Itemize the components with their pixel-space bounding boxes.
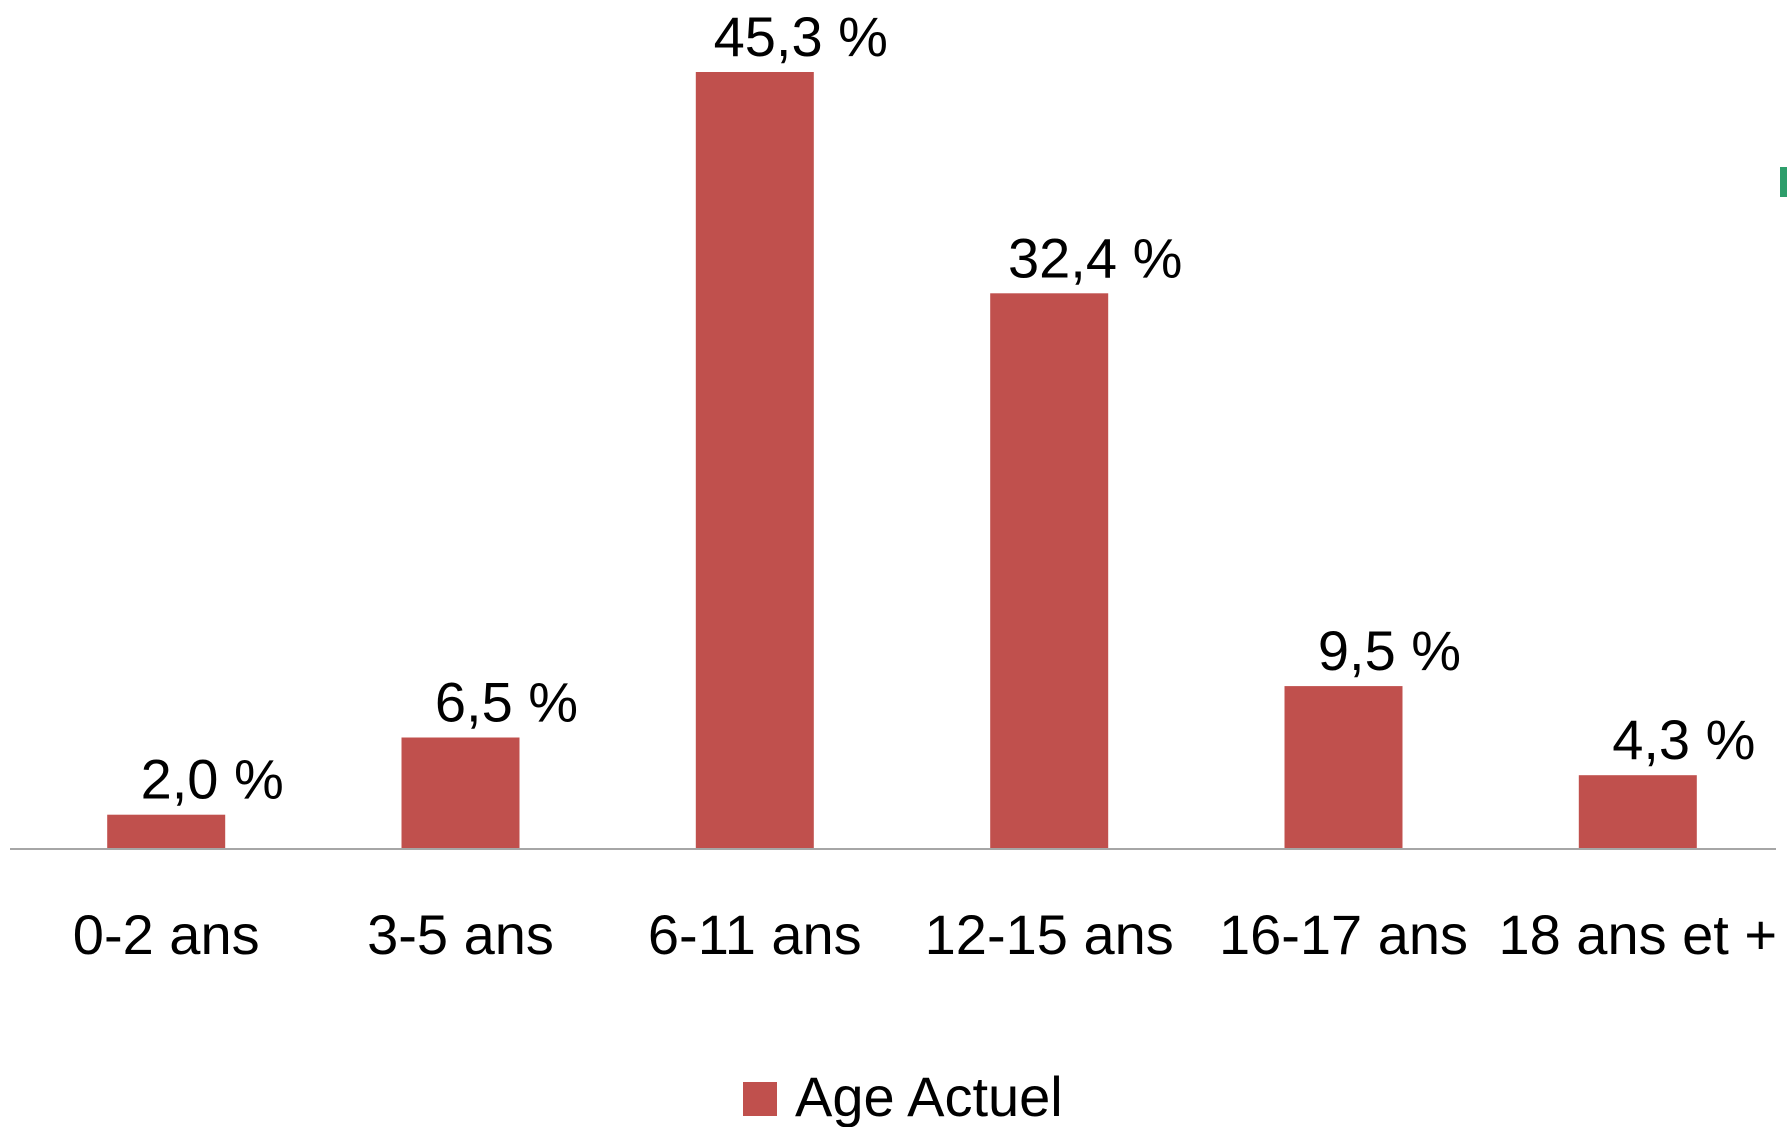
legend: Age Actuel — [743, 1065, 1063, 1127]
bar-0 — [107, 814, 226, 849]
data-label-1: 6,5 % — [435, 671, 578, 734]
x-tick-label-5: 18 ans et + — [1498, 903, 1777, 966]
accent-marker — [1780, 167, 1787, 197]
x-tick-label-4: 16-17 ans — [1219, 903, 1468, 966]
data-label-0: 2,0 % — [141, 748, 284, 811]
bar-3 — [990, 293, 1109, 849]
bar-2 — [695, 72, 814, 849]
legend-swatch — [743, 1082, 777, 1116]
x-tick-label-1: 3-5 ans — [367, 903, 554, 966]
bar-4 — [1284, 686, 1403, 849]
data-label-group: 2,0 % 6,5 % 45,3 % 32,4 % 9,5 % 4,3 % — [141, 5, 1756, 811]
data-label-5: 4,3 % — [1612, 708, 1755, 771]
x-tick-label-0: 0-2 ans — [73, 903, 260, 966]
data-label-2: 45,3 % — [714, 5, 888, 68]
data-label-4: 9,5 % — [1318, 619, 1461, 682]
x-tick-label-2: 6-11 ans — [648, 903, 862, 966]
x-tick-label-3: 12-15 ans — [925, 903, 1174, 966]
x-tick-label-group: 0-2 ans 3-5 ans 6-11 ans 12-15 ans 16-17 ans… — [73, 903, 1777, 966]
bar-5 — [1578, 775, 1697, 849]
legend-label: Age Actuel — [795, 1065, 1063, 1127]
bar-1 — [401, 737, 520, 849]
bar-group — [107, 72, 1697, 849]
data-label-3: 32,4 % — [1008, 226, 1182, 289]
